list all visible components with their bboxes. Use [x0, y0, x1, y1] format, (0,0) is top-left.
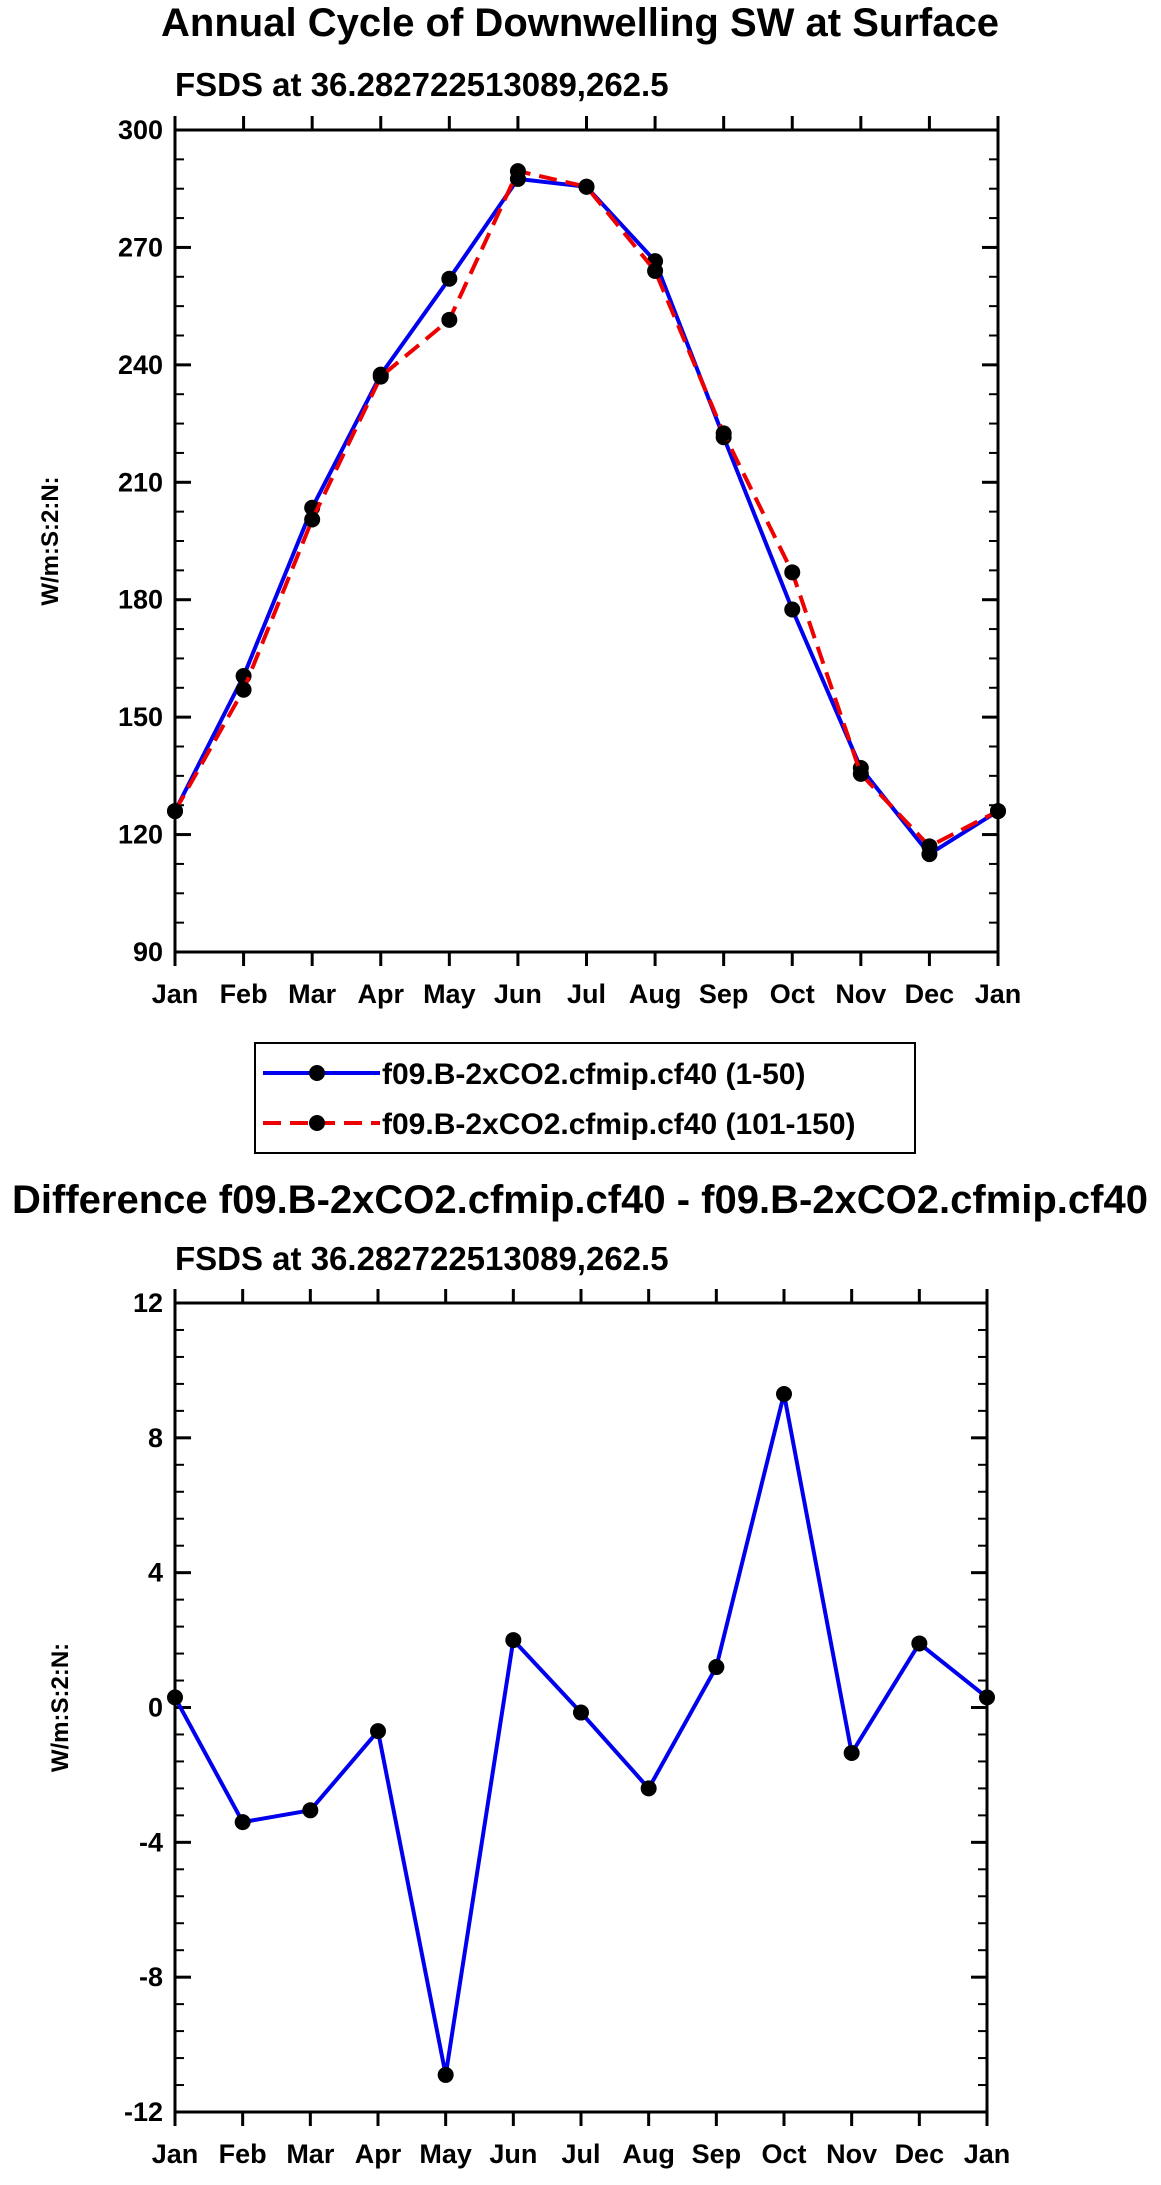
data-point [509, 163, 526, 180]
x-tick-label: Jan [975, 979, 1022, 1009]
y-tick-label: 8 [148, 1423, 163, 1453]
data-point [441, 270, 458, 287]
y-axis-label: W/m:S:2:N: [37, 476, 64, 605]
x-tick-label: Mar [286, 2139, 335, 2169]
chart-title: Annual Cycle of Downwelling SW at Surfac… [161, 1, 999, 45]
y-axis-label: W/m:S:2:N: [47, 1643, 74, 1772]
chart-subtitle: FSDS at 36.282722513089,262.5 [175, 1240, 669, 1277]
x-tick-label: Oct [761, 2139, 806, 2169]
series-1 [167, 170, 1006, 863]
data-point [437, 2066, 454, 2083]
data-point [372, 368, 389, 385]
x-tick-label: May [419, 2139, 472, 2169]
x-tick-label: Jun [489, 2139, 537, 2169]
y-tick-label: 0 [148, 1693, 163, 1723]
chart-title: Difference f09.B-2xCO2.cfmip.cf40 - f09.… [12, 1178, 1148, 1222]
chart-panel-2: Difference f09.B-2xCO2.cfmip.cf40 - f09.… [12, 1178, 1148, 2169]
data-point [573, 1704, 589, 1721]
data-point [776, 1386, 792, 1403]
x-tick-label: Feb [220, 979, 268, 1009]
legend-marker-2 [309, 1115, 325, 1131]
x-tick-label: Sep [692, 2139, 742, 2169]
x-tick-label: Jan [152, 979, 199, 1009]
data-point [911, 1635, 928, 1652]
y-tick-label: 240 [118, 350, 163, 380]
chart-subtitle: FSDS at 36.282722513089,262.5 [175, 66, 669, 103]
legend-label-2: f09.B-2xCO2.cfmip.cf40 (101-150) [382, 1108, 856, 1141]
x-tick-label: Jan [964, 2139, 1011, 2169]
x-tick-label: Nov [826, 2139, 877, 2169]
data-point [708, 1659, 725, 1676]
x-tick-label: Oct [770, 979, 815, 1009]
y-tick-label: 180 [118, 585, 163, 615]
x-tick-label: Apr [355, 2139, 402, 2169]
data-point [852, 765, 869, 782]
y-tick-label: -4 [139, 1827, 163, 1857]
y-tick-label: 90 [133, 937, 163, 967]
data-point [234, 1814, 251, 1831]
data-point [167, 1689, 183, 1706]
legend: f09.B-2xCO2.cfmip.cf40 (1-50) f09.B-2xCO2… [254, 1042, 916, 1154]
x-tick-label: Aug [622, 2139, 674, 2169]
x-tick-label: Dec [895, 2139, 945, 2169]
data-point [302, 1802, 319, 1819]
data-point [167, 803, 183, 820]
chart-panel-1: Annual Cycle of Downwelling SW at Surfac… [37, 1, 1022, 1154]
data-point [235, 681, 252, 698]
data-point [441, 311, 458, 328]
data-point [235, 668, 252, 685]
series-2 [167, 163, 1006, 855]
series-line [173, 1392, 989, 2077]
series-1 [167, 1386, 995, 2083]
x-tick-label: Feb [219, 2139, 267, 2169]
data-point [921, 838, 938, 855]
data-point [647, 262, 664, 279]
data-point [640, 1780, 657, 1797]
data-point [370, 1723, 386, 1740]
x-tick-label: Mar [288, 979, 337, 1009]
series-line [173, 176, 1000, 857]
x-tick-label: Jul [567, 979, 606, 1009]
x-tick-label: Sep [699, 979, 749, 1009]
data-point [304, 511, 321, 528]
y-tick-label: 270 [118, 232, 163, 262]
x-tick-label: Jan [152, 2139, 199, 2169]
series-line [173, 169, 999, 849]
x-tick-label: May [423, 979, 476, 1009]
data-point [784, 601, 801, 618]
y-tick-label: 300 [118, 115, 163, 145]
data-point [578, 178, 595, 195]
x-tick-label: Jul [561, 2139, 600, 2169]
data-point [990, 803, 1006, 820]
y-tick-label: 120 [118, 820, 163, 850]
y-tick-label: 12 [133, 1288, 163, 1318]
data-point [505, 1632, 522, 1649]
x-tick-label: Aug [629, 979, 681, 1009]
data-point [784, 564, 801, 581]
data-point [715, 425, 732, 442]
y-tick-label: -12 [124, 2097, 163, 2127]
x-tick-label: Dec [905, 979, 955, 1009]
y-tick-label: 150 [118, 702, 163, 732]
legend-label-1: f09.B-2xCO2.cfmip.cf40 (1-50) [382, 1058, 806, 1091]
x-tick-label: Jun [494, 979, 542, 1009]
y-tick-label: 4 [148, 1558, 163, 1588]
data-point [843, 1745, 860, 1762]
x-tick-label: Apr [358, 979, 405, 1009]
x-tick-label: Nov [835, 979, 886, 1009]
legend-box [254, 1042, 916, 1154]
legend-marker-1 [309, 1065, 325, 1081]
y-tick-label: 210 [118, 467, 163, 497]
data-point [979, 1689, 995, 1706]
y-tick-label: -8 [139, 1962, 163, 1992]
